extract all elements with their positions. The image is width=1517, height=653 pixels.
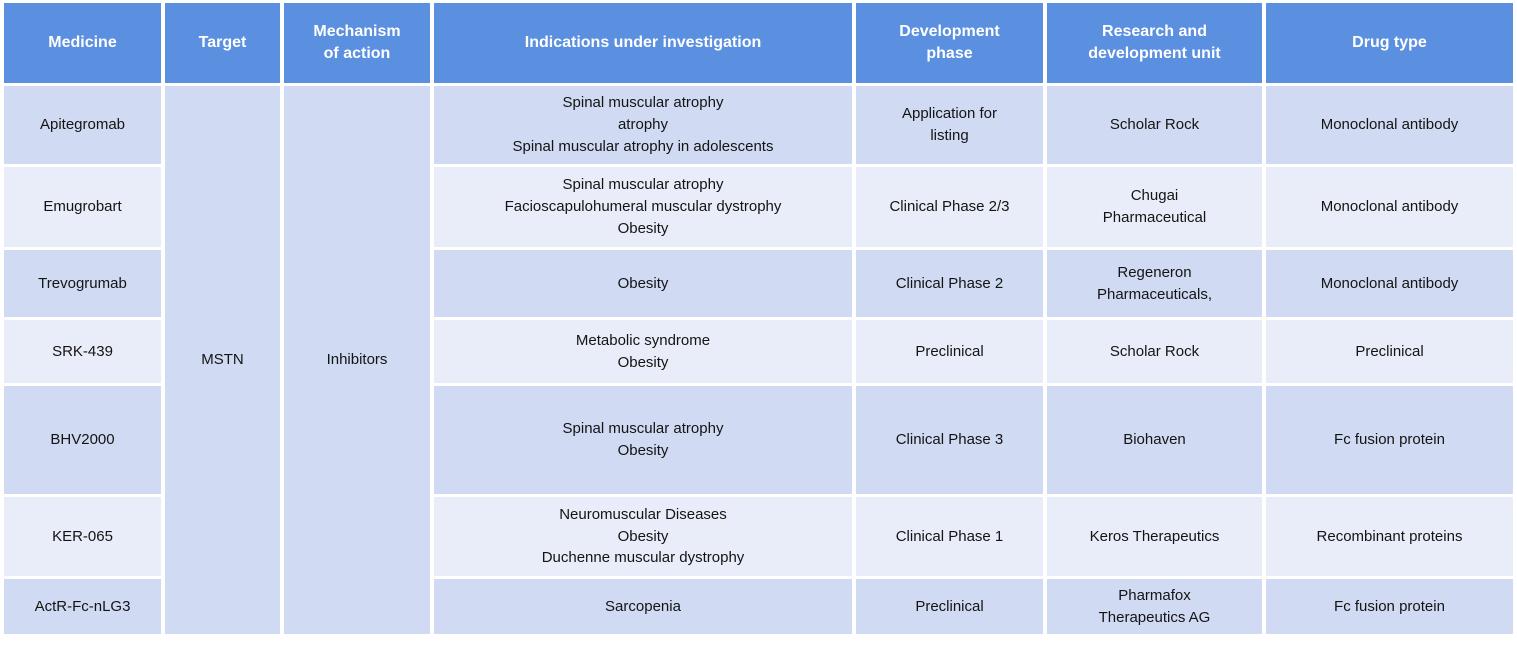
table-row: Emugrobart Spinal muscular atrophy Facio… [4, 167, 1513, 247]
cell-unit: Pharmafox Therapeutics AG [1047, 579, 1262, 634]
cell-indications: Spinal muscular atrophy Obesity [434, 386, 852, 494]
cell-unit: Chugai Pharmaceutical [1047, 167, 1262, 247]
cell-unit: Regeneron Pharmaceuticals, [1047, 250, 1262, 317]
header-cell-indications: Indications under investigation [434, 3, 852, 83]
table-row: Trevogrumab Obesity Clinical Phase 2 Reg… [4, 250, 1513, 317]
cell-drug-type: Fc fusion protein [1266, 579, 1513, 634]
table-row: BHV2000 Spinal muscular atrophy Obesity … [4, 386, 1513, 494]
cell-target-merged: MSTN [165, 86, 280, 634]
header-cell-drug-type: Drug type [1266, 3, 1513, 83]
cell-drug-type: Monoclonal antibody [1266, 167, 1513, 247]
table-row: KER-065 Neuromuscular Diseases Obesity D… [4, 497, 1513, 576]
table-row: ActR-Fc-nLG3 Sarcopenia Preclinical Phar… [4, 579, 1513, 634]
cell-phase: Clinical Phase 2 [856, 250, 1043, 317]
cell-medicine: Emugrobart [4, 167, 161, 247]
cell-indications: Neuromuscular Diseases Obesity Duchenne … [434, 497, 852, 576]
cell-drug-type: Monoclonal antibody [1266, 86, 1513, 164]
header-cell-phase: Development phase [856, 3, 1043, 83]
cell-mechanism-merged: Inhibitors [284, 86, 430, 634]
cell-drug-type: Preclinical [1266, 320, 1513, 383]
cell-medicine: KER-065 [4, 497, 161, 576]
drug-pipeline-table: Medicine Target Mechanism of action Indi… [4, 3, 1513, 634]
header-cell-medicine: Medicine [4, 3, 161, 83]
cell-indications: Spinal muscular atrophy atrophy Spinal m… [434, 86, 852, 164]
cell-phase: Preclinical [856, 320, 1043, 383]
cell-drug-type: Monoclonal antibody [1266, 250, 1513, 317]
cell-indications: Sarcopenia [434, 579, 852, 634]
table-row: Apitegromab MSTN Inhibitors Spinal muscu… [4, 86, 1513, 634]
cell-medicine: SRK-439 [4, 320, 161, 383]
cell-phase: Clinical Phase 2/3 [856, 167, 1043, 247]
cell-phase: Application for listing [856, 86, 1043, 164]
header-row: Medicine Target Mechanism of action Indi… [4, 3, 1513, 83]
cell-phase: Clinical Phase 3 [856, 386, 1043, 494]
cell-unit: Keros Therapeutics [1047, 497, 1262, 576]
cell-phase: Preclinical [856, 579, 1043, 634]
cell-drug-type: Recombinant proteins [1266, 497, 1513, 576]
cell-drug-type: Fc fusion protein [1266, 386, 1513, 494]
table-row: SRK-439 Metabolic syndrome Obesity Precl… [4, 320, 1513, 383]
header-cell-unit: Research and development unit [1047, 3, 1262, 83]
cell-medicine: Apitegromab [4, 86, 161, 164]
cell-unit: Scholar Rock [1047, 86, 1262, 164]
cell-medicine: BHV2000 [4, 386, 161, 494]
cell-phase: Clinical Phase 1 [856, 497, 1043, 576]
cell-unit: Biohaven [1047, 386, 1262, 494]
header-cell-mechanism: Mechanism of action [284, 3, 430, 83]
cell-medicine: Trevogrumab [4, 250, 161, 317]
cell-unit: Scholar Rock [1047, 320, 1262, 383]
cell-indications: Obesity [434, 250, 852, 317]
header-cell-target: Target [165, 3, 280, 83]
cell-indications: Spinal muscular atrophy Facioscapulohume… [434, 167, 852, 247]
cell-medicine: ActR-Fc-nLG3 [4, 579, 161, 634]
cell-indications: Metabolic syndrome Obesity [434, 320, 852, 383]
